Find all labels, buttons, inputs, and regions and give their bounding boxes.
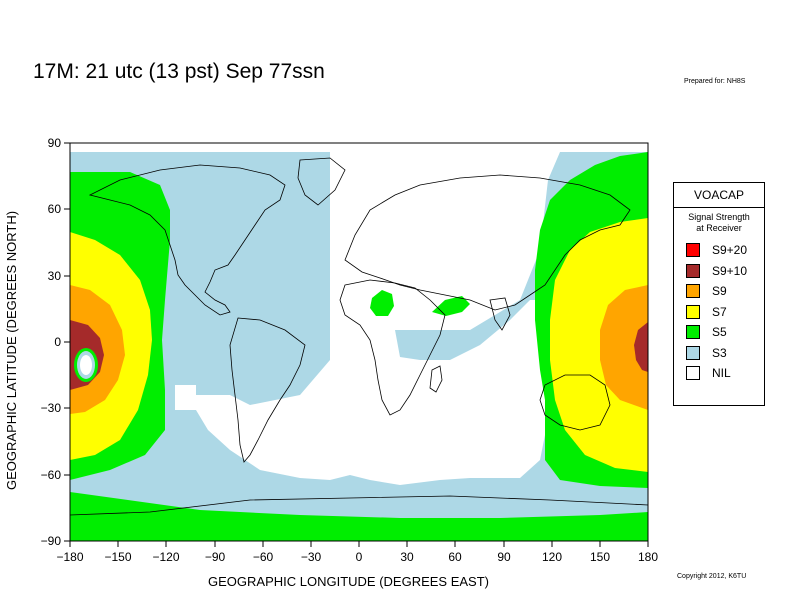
- legend-item: S9: [686, 281, 764, 302]
- map-title: 17M: 21 utc (13 pst) Sep 77ssn: [33, 60, 325, 83]
- x-tick-label: −180: [56, 550, 83, 564]
- legend-subtitle: Signal Strength at Receiver: [674, 212, 764, 234]
- x-tick-label: 90: [497, 550, 511, 564]
- legend-item: S9+20: [686, 240, 764, 261]
- x-tick-label: 150: [590, 550, 610, 564]
- legend-item: S5: [686, 322, 764, 343]
- legend-label: S3: [712, 345, 727, 360]
- legend-label: NIL: [712, 366, 731, 381]
- y-tick-label: 30: [48, 269, 62, 283]
- y-tick-label: −30: [41, 401, 62, 415]
- y-tick-label: 0: [54, 335, 61, 349]
- legend-label: S9+20: [712, 243, 748, 258]
- y-tick-label: −60: [41, 468, 62, 482]
- y-tick-label: −90: [41, 534, 62, 548]
- legend-swatch: [686, 263, 700, 278]
- x-tick-label: −150: [104, 550, 131, 564]
- y-axis-label: GEOGRAPHIC LATITUDE (DEGREES NORTH): [4, 210, 19, 490]
- x-tick-label: 0: [356, 550, 363, 564]
- legend-swatch: [686, 243, 700, 258]
- legend-swatch: [686, 284, 700, 299]
- legend-label: S5: [712, 325, 727, 340]
- x-axis-label: GEOGRAPHIC LONGITUDE (DEGREES EAST): [208, 574, 489, 589]
- transmitter-spot: [74, 348, 98, 382]
- x-tick-label: 180: [638, 550, 658, 564]
- legend-swatch: [686, 325, 700, 340]
- legend: VOACAP Signal Strength at Receiver S9+20…: [673, 182, 765, 406]
- x-tick-label: 60: [448, 550, 462, 564]
- x-tick-label: −30: [301, 550, 322, 564]
- x-tick-label: −90: [205, 550, 226, 564]
- legend-subtitle-line1: Signal Strength: [688, 212, 750, 222]
- y-tick-label: 90: [48, 136, 62, 150]
- legend-item: NIL: [686, 363, 764, 384]
- legend-title: VOACAP: [674, 183, 764, 208]
- x-tick-label: 120: [542, 550, 562, 564]
- legend-label: S9: [712, 284, 727, 299]
- s3-coverage: [70, 152, 648, 541]
- legend-swatch: [686, 366, 700, 381]
- legend-label: S7: [712, 304, 727, 319]
- x-tick-label: 30: [400, 550, 414, 564]
- copyright-note: Copyright 2012, K6TU: [677, 573, 747, 580]
- legend-item: S3: [686, 343, 764, 364]
- prepared-for-note: Prepared for: NH8S: [684, 78, 746, 85]
- legend-subtitle-line2: at Receiver: [696, 223, 742, 233]
- legend-item: S9+10: [686, 261, 764, 282]
- legend-swatch: [686, 304, 700, 319]
- legend-item: S7: [686, 302, 764, 323]
- continent-outlines: [69, 157, 649, 516]
- legend-label: S9+10: [712, 263, 748, 278]
- axis-ticks: [64, 142, 649, 547]
- legend-swatch: [686, 345, 700, 360]
- x-tick-label: −60: [253, 550, 274, 564]
- y-tick-label: 60: [48, 202, 62, 216]
- x-tick-label: −120: [152, 550, 179, 564]
